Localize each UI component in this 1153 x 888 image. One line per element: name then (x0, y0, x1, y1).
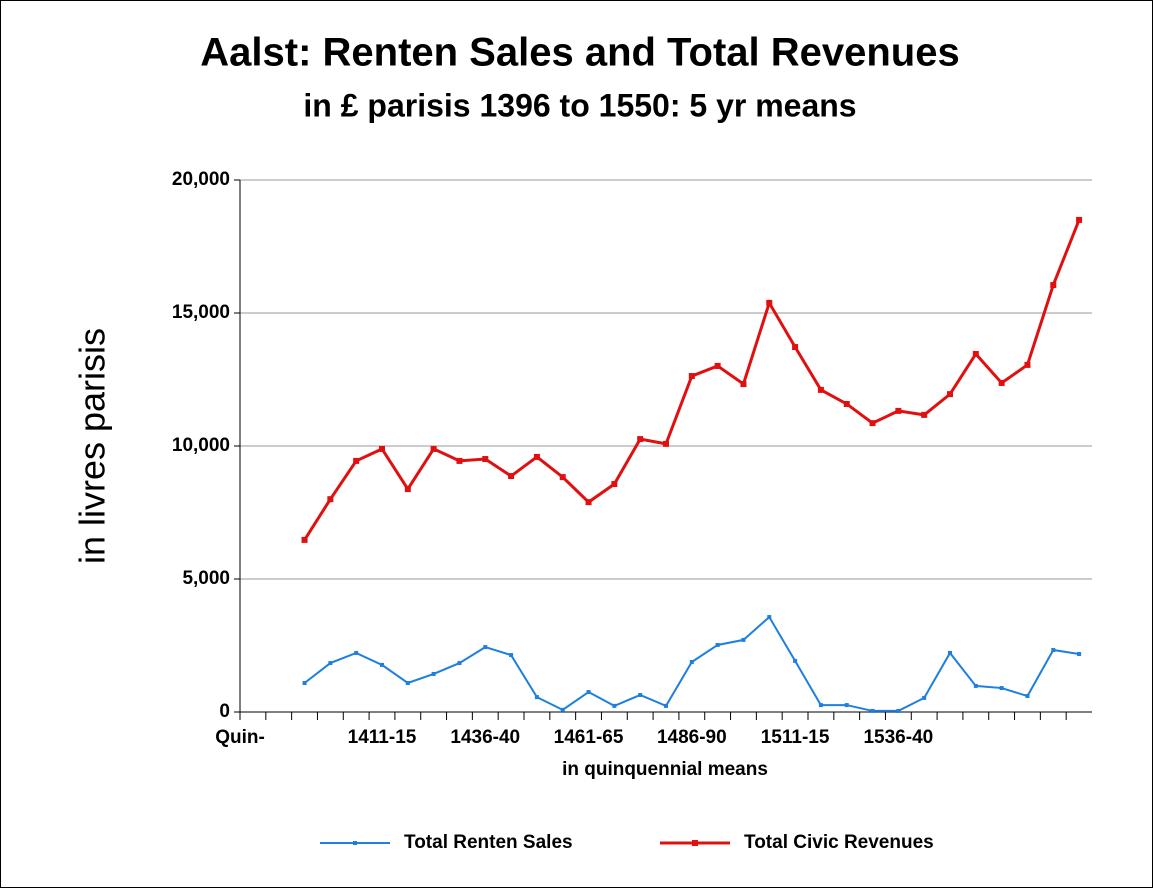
point (766, 299, 773, 306)
point (559, 474, 566, 481)
x-tick-label: 1486-90 (657, 727, 727, 748)
point (688, 373, 695, 380)
point (328, 661, 333, 666)
x-tick-label: 1436-40 (450, 727, 520, 748)
point (585, 499, 592, 506)
point (1051, 648, 1056, 653)
point (379, 445, 385, 452)
point (302, 681, 307, 686)
point (611, 481, 618, 488)
point (1050, 282, 1057, 289)
y-tick-label: 0 (219, 701, 230, 722)
point (869, 420, 876, 427)
point (1077, 652, 1082, 657)
point (767, 615, 772, 620)
point (612, 703, 617, 708)
point (354, 650, 359, 655)
point (793, 658, 798, 663)
point (534, 695, 539, 700)
chart-title: Aalst: Renten Sales and Total Revenues (200, 31, 959, 75)
point (741, 637, 746, 642)
legend-marker (353, 841, 357, 845)
point (586, 690, 591, 695)
x-tick-label: 1461-65 (554, 727, 624, 748)
x-tick-label: 1411-15 (348, 727, 417, 748)
legend-label: Total Renten Sales (404, 832, 573, 853)
point (972, 350, 979, 357)
point (560, 707, 565, 712)
legend-marker (692, 840, 698, 846)
point (533, 453, 540, 460)
point (948, 650, 952, 655)
point (896, 708, 901, 713)
point (715, 642, 720, 647)
point (817, 386, 824, 393)
point (431, 671, 436, 676)
point (663, 440, 669, 447)
point (740, 381, 747, 388)
point (509, 653, 514, 658)
point (714, 362, 721, 369)
point (380, 662, 384, 667)
x-tick-label: Quin- (215, 727, 265, 748)
point (483, 645, 488, 650)
point (947, 391, 953, 398)
point (456, 457, 463, 464)
point (843, 400, 850, 407)
point (895, 407, 902, 414)
x-tick-label: 1511-15 (761, 727, 830, 748)
x-tick-label: 1536-40 (863, 727, 933, 748)
point (327, 496, 334, 503)
point (301, 536, 308, 543)
x-axis-label: in quinquennial means (562, 759, 768, 780)
point (638, 692, 643, 697)
point (508, 473, 515, 480)
point (482, 456, 489, 463)
point (818, 703, 823, 708)
point (921, 411, 928, 418)
legend-label: Total Civic Revenues (744, 832, 934, 853)
point (457, 661, 462, 666)
y-tick-label: 10,000 (172, 435, 230, 456)
point (664, 703, 668, 708)
chart-subtitle: in £ parisis 1396 to 1550: 5 yr means (303, 87, 856, 123)
y-tick-label: 15,000 (172, 302, 230, 323)
point (1024, 361, 1031, 368)
y-tick-label: 20,000 (172, 169, 230, 190)
y-axis-label: in livres parisis (72, 328, 113, 564)
point (353, 457, 360, 464)
point (404, 486, 411, 493)
point (998, 379, 1005, 386)
point (922, 695, 927, 700)
point (405, 681, 410, 686)
point (792, 344, 799, 351)
point (844, 703, 849, 708)
point (1076, 216, 1083, 223)
point (637, 436, 644, 443)
point (973, 683, 978, 688)
point (1025, 694, 1030, 699)
point (430, 445, 437, 452)
point (870, 708, 875, 713)
point (999, 686, 1004, 691)
point (689, 659, 694, 664)
y-tick-label: 5,000 (182, 568, 230, 589)
